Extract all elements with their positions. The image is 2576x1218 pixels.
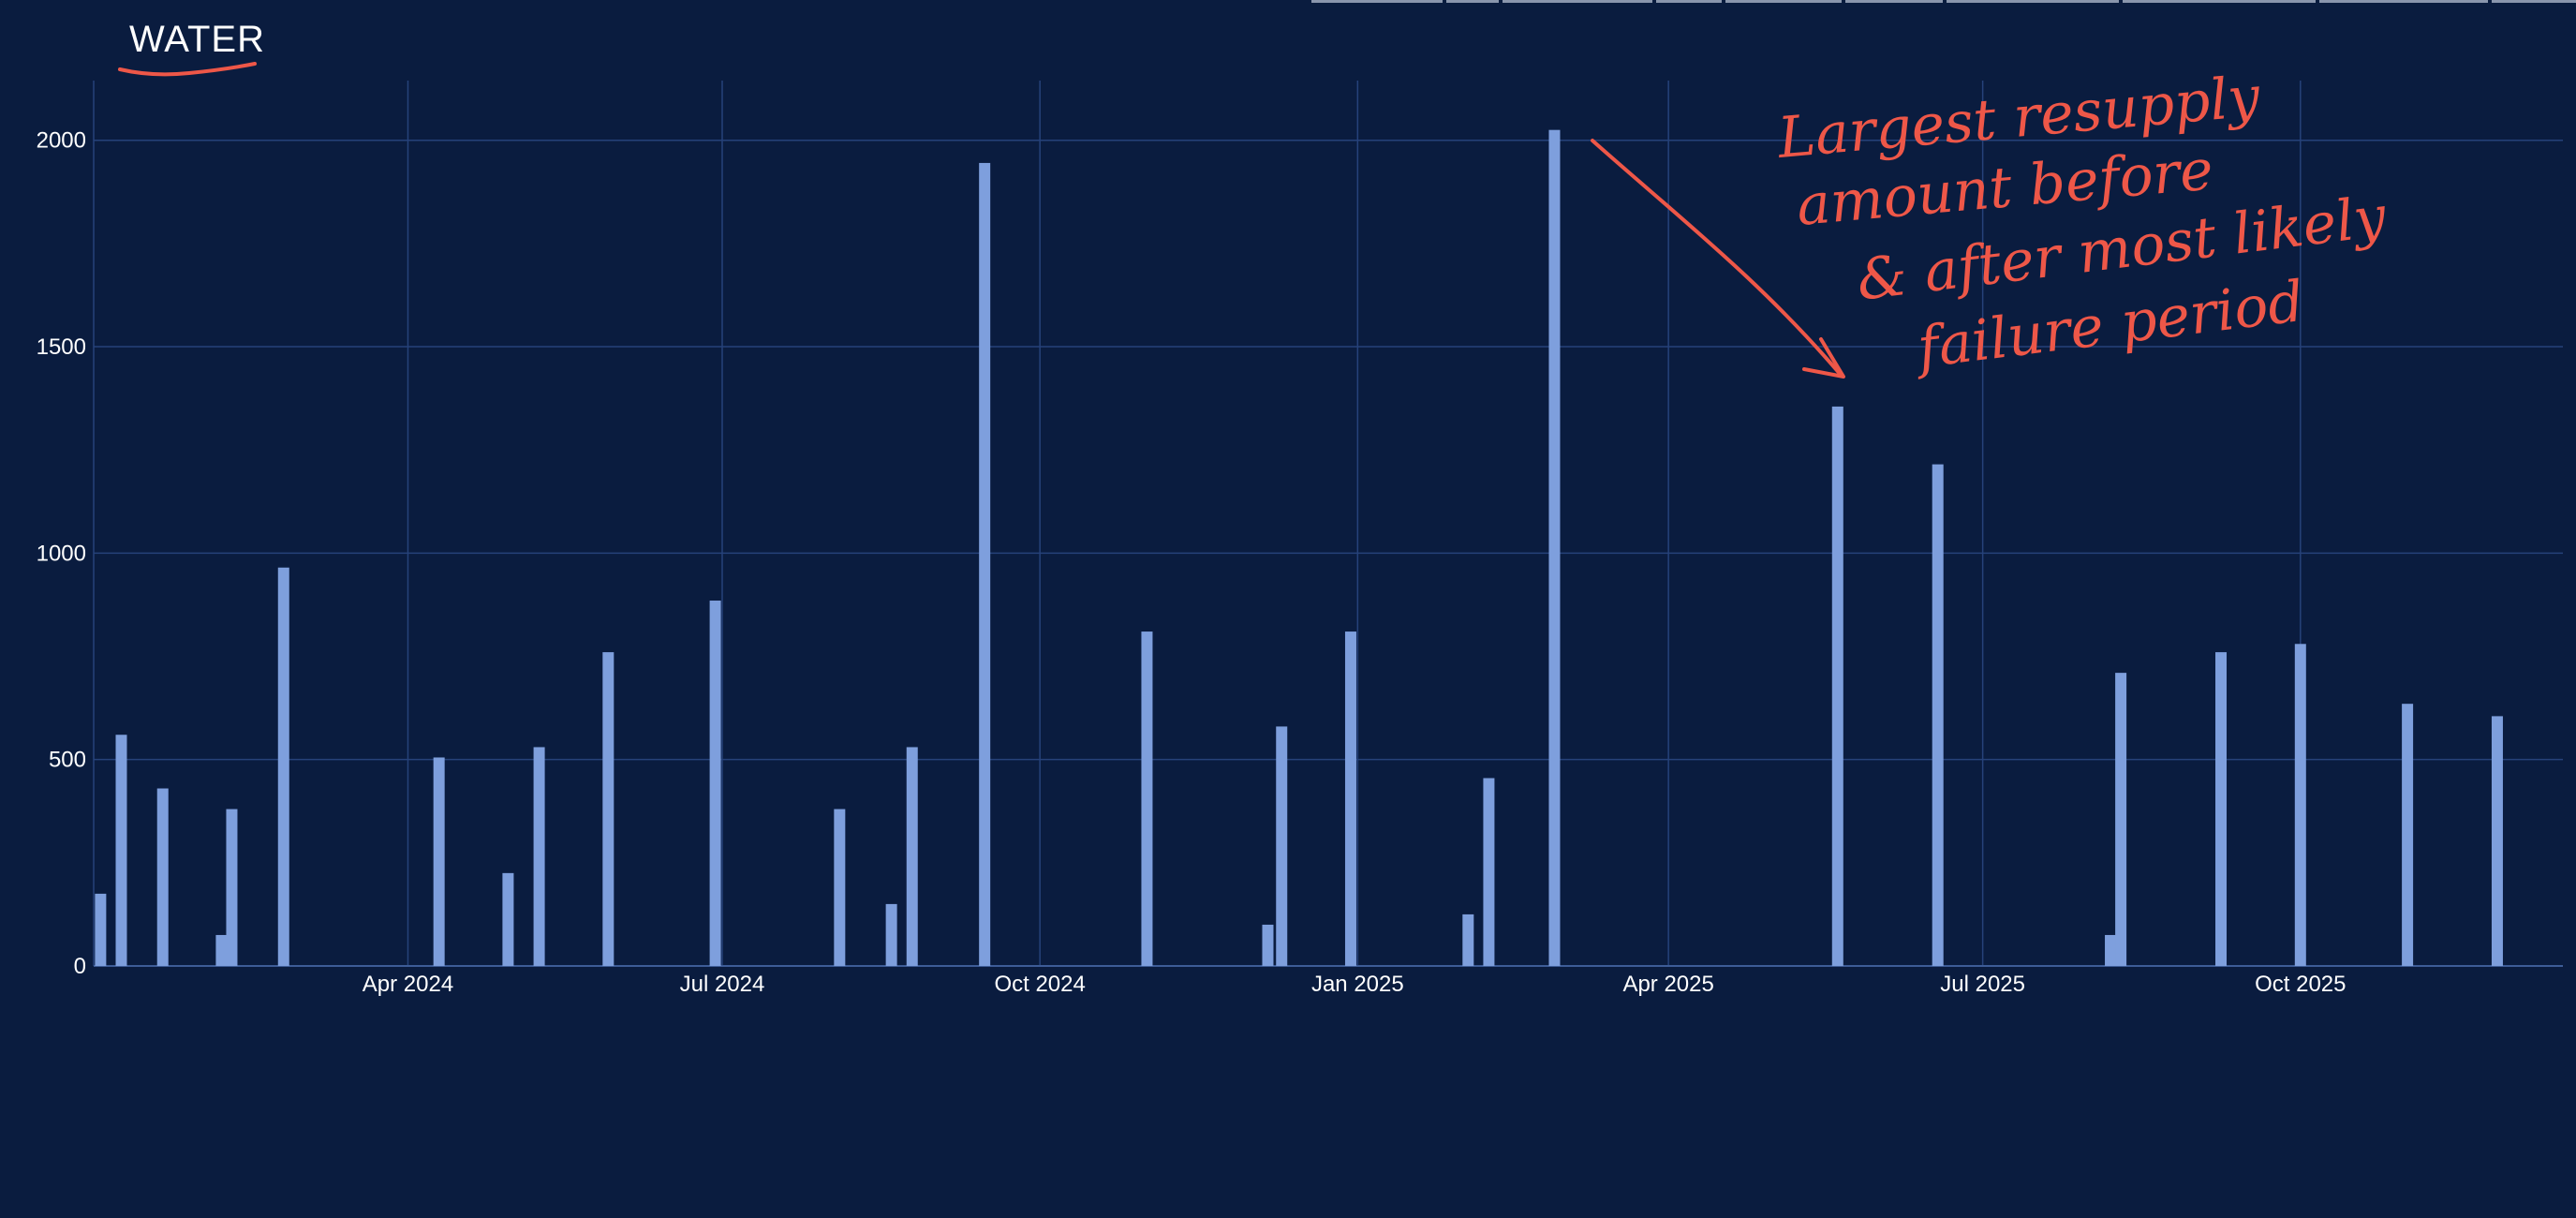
- water-bar: [602, 652, 614, 966]
- top-strip-segment: [1725, 0, 1842, 3]
- annotation-arrow-line: [1591, 139, 1843, 377]
- water-bar: [979, 162, 991, 967]
- top-strip-segment: [2123, 0, 2316, 3]
- top-edge-strip: [1311, 0, 2576, 3]
- water-bar: [115, 735, 127, 966]
- top-strip-segment: [1311, 0, 1443, 3]
- water-bar: [1548, 129, 1561, 966]
- water-bar: [215, 934, 228, 966]
- y-tick-label: 2000: [37, 128, 86, 154]
- water-bar: [2491, 716, 2503, 966]
- water-bar: [1831, 406, 1843, 966]
- water-bar: [277, 567, 289, 966]
- water-bar: [1262, 924, 1274, 966]
- y-tick-label: 1500: [37, 334, 86, 360]
- x-tick-label: Oct 2025: [2255, 972, 2346, 997]
- water-bar: [2215, 652, 2228, 966]
- top-strip-segment: [1656, 0, 1722, 3]
- annotation-arrow-head: [1802, 337, 1845, 379]
- top-strip-segment: [2492, 0, 2576, 3]
- water-bar: [709, 601, 721, 966]
- x-tick-label: Jan 2025: [1311, 972, 1404, 997]
- x-tick-label: Apr 2024: [363, 972, 453, 997]
- water-bar: [2115, 673, 2127, 966]
- water-bar: [2402, 704, 2414, 966]
- y-tick-label: 1000: [37, 541, 86, 566]
- x-tick-label: Apr 2025: [1622, 972, 1713, 997]
- chart-title: WATER: [129, 19, 265, 60]
- water-bar: [1483, 778, 1495, 966]
- water-bar: [906, 747, 918, 966]
- water-bar: [1344, 631, 1356, 966]
- top-strip-segment: [1845, 0, 1943, 3]
- y-tick-label: 500: [49, 748, 86, 773]
- water-bar: [226, 809, 238, 966]
- water-bar: [502, 872, 514, 966]
- water-bar: [533, 747, 545, 966]
- water-bar: [156, 788, 169, 966]
- bar-layer: [95, 129, 2503, 967]
- water-bar: [1932, 464, 1944, 967]
- x-tick-label: Jul 2025: [1940, 972, 2025, 997]
- top-strip-segment: [1947, 0, 2119, 3]
- water-bar: [1462, 914, 1474, 966]
- water-bar: [2105, 934, 2117, 966]
- water-bar: [885, 903, 897, 966]
- water-bar: [2294, 644, 2306, 966]
- water-bar: [433, 757, 445, 966]
- title-underline: [118, 62, 257, 77]
- y-tick-label: 0: [74, 954, 86, 979]
- x-tick-label: Jul 2024: [680, 972, 765, 997]
- top-strip-segment: [2319, 0, 2488, 3]
- water-bar: [834, 809, 846, 966]
- water-bar: [95, 893, 107, 966]
- water-bar: [1141, 631, 1153, 966]
- x-tick-label: Oct 2024: [994, 972, 1085, 997]
- grid-layer: [93, 81, 2563, 967]
- top-strip-segment: [1446, 0, 1499, 3]
- water-bar: [1276, 726, 1288, 966]
- top-strip-segment: [1503, 0, 1652, 3]
- axis-layer: 0 500 1000 1500 2000 Apr 2024 Jul 2024 Oct 2024…: [37, 128, 2347, 997]
